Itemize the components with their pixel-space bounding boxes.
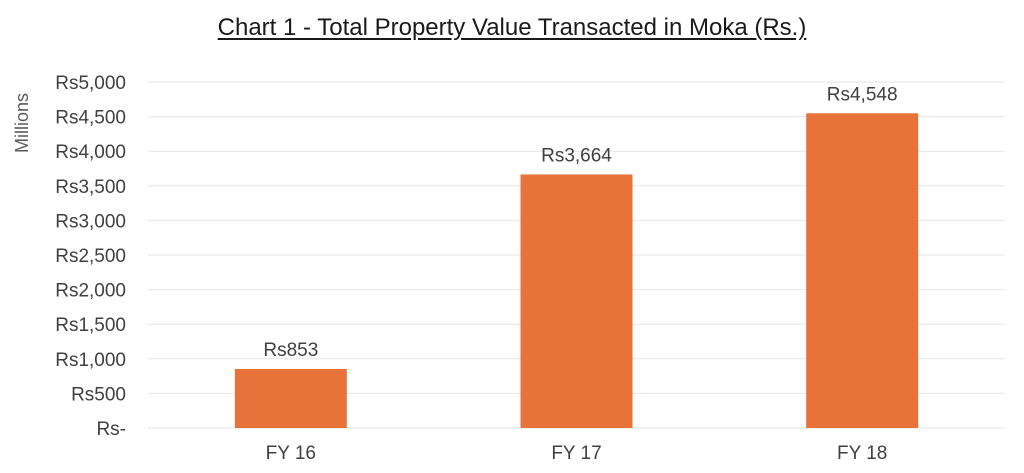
chart-title: Chart 1 - Total Property Value Transacte…: [217, 14, 807, 41]
y-tick-label: Rs5,000: [55, 73, 126, 94]
bar: [520, 174, 633, 428]
y-axis-ticks: Rs- Rs500 Rs1,000 Rs1,500 Rs2,000 Rs2,500 Rs3,…: [55, 73, 126, 440]
y-tick-label: Rs2,000: [55, 281, 126, 302]
y-tick-label: Rs4,000: [55, 142, 126, 163]
x-axis-categories: FY 16 FY 17 FY 18: [266, 443, 888, 464]
data-labels: Rs853 Rs3,664 Rs4,548: [263, 84, 897, 361]
y-tick-label: Rs3,000: [55, 211, 126, 232]
bar: [234, 368, 347, 428]
x-category-label: FY 18: [837, 443, 887, 464]
y-tick-label: Rs3,500: [55, 177, 126, 198]
x-category-label: FY 16: [266, 443, 316, 464]
x-category-label: FY 17: [551, 443, 601, 464]
y-tick-label: Rs1,500: [55, 315, 126, 336]
y-axis-label: Millions: [12, 93, 32, 153]
y-tick-label: Rs-: [96, 419, 126, 440]
bars: [234, 113, 919, 429]
data-label: Rs3,664: [541, 145, 612, 166]
bar: [806, 113, 919, 429]
y-tick-label: Rs1,000: [55, 350, 126, 371]
data-label: Rs853: [263, 340, 318, 361]
y-tick-label: Rs2,500: [55, 246, 126, 267]
y-tick-label: Rs4,500: [55, 108, 126, 129]
data-label: Rs4,548: [827, 84, 898, 105]
y-tick-label: Rs500: [71, 384, 126, 405]
